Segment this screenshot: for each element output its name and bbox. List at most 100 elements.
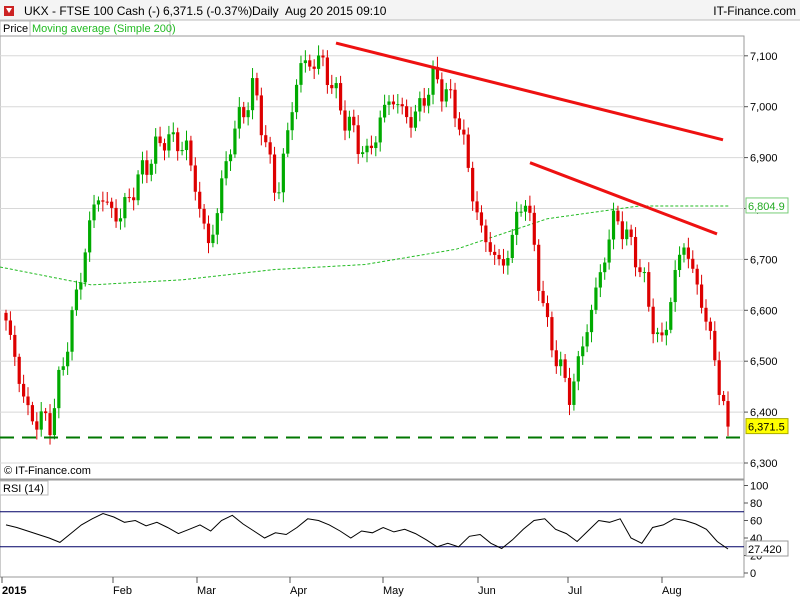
x-tick-label: Mar (197, 585, 216, 597)
candle (145, 150, 149, 184)
candle-body (554, 350, 558, 367)
candle (171, 122, 175, 142)
y-tick-label: 6,700 (750, 254, 778, 266)
candle-body (633, 236, 638, 268)
candle (294, 79, 299, 120)
candle (4, 309, 8, 331)
candle-body (334, 83, 338, 89)
candle (383, 94, 387, 123)
candle (149, 159, 153, 182)
candle-body (52, 408, 57, 436)
price-panel (0, 35, 745, 480)
candle (453, 82, 457, 128)
candle-body (118, 218, 123, 222)
ma-value-label: 6,804.9 (748, 201, 785, 213)
candle (66, 342, 70, 375)
candle (321, 49, 325, 67)
candle-body (88, 220, 92, 253)
candle (360, 146, 365, 158)
candle (268, 136, 272, 164)
candle (356, 115, 360, 164)
rsi-tick-label: 60 (750, 516, 762, 528)
rsi-tick-label: 0 (750, 568, 756, 580)
candle (576, 350, 580, 391)
candle (290, 102, 294, 141)
candle-body (167, 134, 171, 151)
candle-body (686, 247, 690, 259)
candle (594, 277, 598, 315)
candle-body (83, 252, 87, 283)
rsi-title: RSI (14) (3, 483, 44, 495)
candle-body (189, 140, 193, 166)
candle (13, 325, 17, 366)
candle (589, 304, 594, 343)
candle-body (545, 303, 550, 318)
candle (101, 191, 105, 212)
candle-body (440, 79, 444, 102)
candle (695, 264, 699, 295)
candle (717, 351, 721, 406)
candle-body (519, 211, 523, 213)
candle-body (246, 110, 250, 118)
candle (246, 102, 250, 126)
candle-body (713, 330, 717, 361)
candle-body (70, 310, 74, 352)
candle-body (294, 84, 299, 113)
candle-body (581, 346, 585, 357)
candle-body (74, 289, 79, 311)
candle-body (431, 66, 435, 95)
y-tick-label: 6,900 (750, 153, 778, 165)
candle (405, 99, 409, 124)
candle (471, 161, 475, 211)
candle-body (4, 312, 8, 321)
candle (158, 126, 162, 147)
candle (162, 138, 167, 161)
candle (154, 128, 158, 174)
rsi-tick-label: 100 (750, 481, 768, 493)
candle-body (228, 154, 233, 162)
candle-body (330, 85, 334, 89)
candle (88, 211, 92, 262)
quote-value: 6,371.5 (-0.37%) (163, 4, 252, 18)
x-tick-label: May (383, 585, 404, 597)
candle (721, 390, 726, 406)
candle (704, 299, 708, 331)
candle (660, 322, 664, 342)
candle-body (699, 284, 704, 308)
period-label: Daily (252, 4, 279, 18)
candle-body (726, 401, 730, 427)
candle-body (497, 254, 501, 260)
candle-body (233, 128, 237, 155)
candle-body (123, 197, 127, 219)
candle-body (96, 200, 101, 205)
candle-body (691, 258, 695, 269)
candle (603, 257, 607, 280)
candle (215, 208, 219, 245)
candle-body (708, 321, 712, 331)
candle (633, 227, 638, 277)
candle-body (215, 213, 219, 235)
candle-body (308, 60, 312, 67)
candle (409, 106, 413, 138)
candle-body (180, 150, 184, 152)
candle (501, 248, 506, 274)
candle (22, 374, 26, 403)
candle-body (479, 212, 484, 226)
candle-body (299, 63, 303, 85)
candle (30, 401, 35, 425)
candle-body (537, 244, 541, 291)
candle (620, 211, 624, 250)
candle-body (567, 377, 572, 405)
candle-body (61, 366, 65, 370)
candle-body (110, 201, 114, 208)
candle (625, 221, 629, 246)
candle-body (721, 394, 726, 402)
candle (277, 182, 281, 200)
candle-body (211, 234, 215, 244)
candle-body (576, 356, 580, 382)
candle (176, 127, 180, 161)
candle (449, 79, 453, 99)
candle (493, 244, 497, 265)
candle (418, 91, 422, 122)
